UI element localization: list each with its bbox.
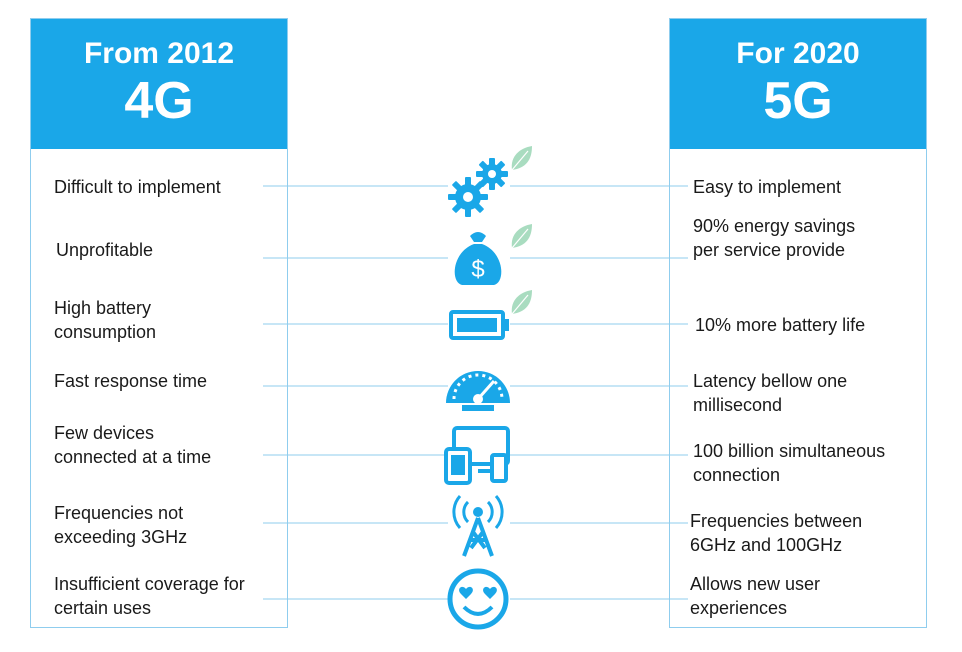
5g-item-experiences: Allows new user experiences (690, 574, 821, 618)
leaf-icon (511, 224, 532, 249)
antenna-icon (452, 495, 504, 557)
battery-icon (449, 290, 532, 340)
4g-item-response: Fast response time (54, 371, 208, 391)
devices-icon (444, 426, 510, 485)
smiley-icon (447, 568, 509, 630)
speedometer-icon (446, 371, 510, 411)
5g-subtitle: For 2020 (736, 37, 860, 70)
4g-item-frequencies: Frequencies not exceeding 3GHz (54, 503, 188, 547)
4g-subtitle: From 2012 (83, 37, 235, 70)
5g-item-battery: 10% more battery life (695, 315, 866, 335)
4g-panel: From 2012 4G (30, 18, 288, 628)
4g-item-devices: Few devices connected at a time (54, 423, 212, 467)
money-bag-icon: $ (454, 224, 532, 285)
5g-header: For 2020 5G (670, 19, 926, 149)
4g-item-profitability: Unprofitable (56, 240, 154, 260)
leaf-icon (511, 290, 532, 315)
5g-item-frequencies: Frequencies between 6GHz and 100GHz (690, 511, 863, 555)
leaf-icon (511, 146, 532, 171)
5g-panel: For 2020 5G (669, 18, 927, 628)
5g-item-connections: 100 billion simultaneous connection (693, 441, 886, 485)
gears-icon (448, 146, 532, 217)
4g-item-coverage: Insufficient coverage for certain uses (54, 574, 245, 618)
5g-title: 5G (763, 72, 833, 130)
4g-header: From 2012 4G (31, 19, 287, 149)
5g-item-latency: Latency bellow one millisecond (693, 371, 848, 415)
svg-text:$: $ (471, 256, 484, 283)
4g-title: 4G (124, 72, 194, 130)
5g-item-energy: 90% energy savings per service provide (693, 216, 856, 260)
4g-item-implementation: Difficult to implement (54, 177, 221, 197)
4g-item-battery: High battery consumption (54, 298, 157, 342)
5g-item-implementation: Easy to implement (693, 177, 842, 197)
